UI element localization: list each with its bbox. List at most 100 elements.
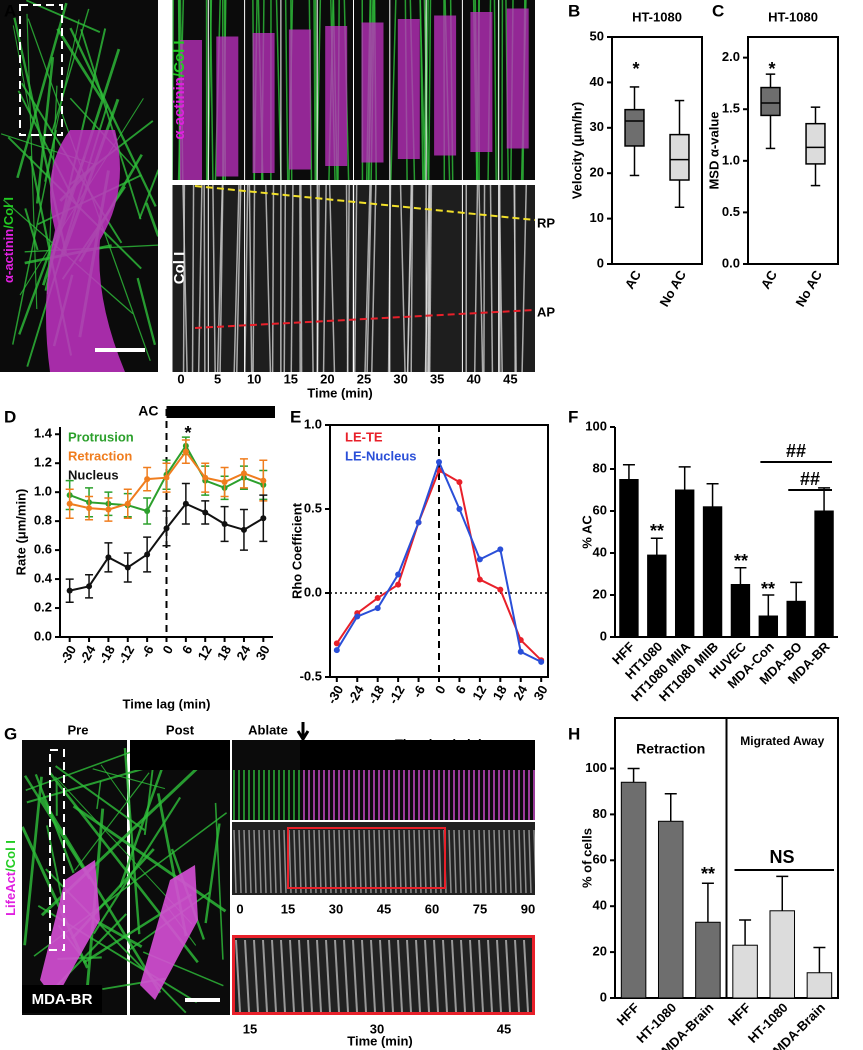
error-bar xyxy=(664,792,677,822)
point xyxy=(374,595,381,602)
time-label: 30 xyxy=(393,371,407,386)
y-tick-label: 0.6 xyxy=(34,542,52,557)
bar xyxy=(702,506,723,638)
fiber xyxy=(24,208,39,251)
time-labels: 0 5 10 15 20 25 30 35 40 45 xyxy=(177,371,517,386)
kymo-strip xyxy=(408,829,412,894)
fiber xyxy=(23,775,91,880)
stain-1: α-actinin xyxy=(1,229,16,283)
point xyxy=(354,613,361,620)
x-tick-label: 18 xyxy=(490,683,510,703)
fiber xyxy=(12,25,31,114)
fiber xyxy=(406,184,412,372)
fiber xyxy=(203,184,206,372)
fiber xyxy=(390,0,397,181)
point xyxy=(538,658,545,665)
kymo-strip xyxy=(383,829,387,894)
kymo-strip xyxy=(493,829,497,894)
cell-label: MDA-BR xyxy=(32,991,93,1008)
annotation: * xyxy=(768,59,775,79)
y-tick-label: 0.0 xyxy=(34,628,52,643)
fiber xyxy=(473,184,479,372)
kymo-strip xyxy=(528,829,532,894)
y-tick-label: 60 xyxy=(593,852,607,867)
kymo-strip xyxy=(468,829,472,894)
point xyxy=(333,640,340,647)
pre-label: Pre xyxy=(68,722,89,737)
fiber xyxy=(143,765,155,836)
kymo-strip xyxy=(503,829,507,894)
fiber xyxy=(498,184,503,372)
kymo-strip xyxy=(473,829,477,894)
x-tick-label: -30 xyxy=(57,643,79,667)
error-bar xyxy=(622,464,635,480)
fiber xyxy=(177,0,181,181)
kymo-strip xyxy=(323,829,327,894)
kymo-strip xyxy=(418,829,422,894)
fiber xyxy=(214,802,224,960)
y-tick-label: 20 xyxy=(593,586,607,601)
annotation: NS xyxy=(769,847,794,867)
ablate-label: Ablate xyxy=(248,722,288,737)
point xyxy=(202,474,209,481)
kymo-strip xyxy=(403,829,407,894)
channel-label: Col I xyxy=(171,252,188,285)
stain-2: /Col I xyxy=(3,840,18,872)
bar xyxy=(769,910,796,999)
y-tick-label: 1.4 xyxy=(34,426,53,441)
kymo-strip xyxy=(262,939,268,1013)
kymo-strip xyxy=(363,829,367,894)
time-label: 5 xyxy=(214,371,221,386)
kymo-strip xyxy=(238,829,242,894)
kymo-strip xyxy=(448,829,452,894)
panel-letter: F xyxy=(568,407,578,426)
point xyxy=(163,474,170,481)
fiber xyxy=(521,184,528,372)
fiber xyxy=(145,202,158,237)
error-bar xyxy=(701,882,714,923)
kymo-strip xyxy=(263,829,267,894)
annotation: * xyxy=(184,423,191,443)
cell-frame xyxy=(470,12,493,152)
point xyxy=(66,587,73,594)
fiber xyxy=(366,184,372,372)
y-tick-label: 1.0 xyxy=(722,152,740,167)
kymo-strip xyxy=(338,829,342,894)
stain-2: /Col I xyxy=(1,197,16,229)
error-bar xyxy=(813,946,826,973)
error-bar xyxy=(776,875,789,911)
box xyxy=(805,122,826,165)
fiber xyxy=(300,184,303,372)
fiber xyxy=(197,184,203,372)
point xyxy=(144,551,151,558)
kymo-strip xyxy=(244,939,250,1013)
y-tick-label: 40 xyxy=(593,544,607,559)
x-tick-label: -12 xyxy=(385,683,407,707)
panel-letter: E xyxy=(290,407,301,426)
fiber xyxy=(399,184,406,372)
time-label: 90 xyxy=(521,901,535,916)
kymo-strip xyxy=(353,829,357,894)
time-label: 60 xyxy=(425,901,439,916)
point xyxy=(105,506,112,513)
y-tick-label: 10 xyxy=(590,210,604,225)
error-bar xyxy=(627,767,640,783)
fiber xyxy=(290,184,294,372)
kymo-strip xyxy=(423,829,427,894)
bar xyxy=(758,615,779,638)
panel-letter: B xyxy=(568,1,580,20)
y-tick-label: 1.5 xyxy=(722,101,740,116)
kymo-strip xyxy=(373,829,377,894)
time-label: 0 xyxy=(177,371,184,386)
kymo-strip xyxy=(378,829,382,894)
y-tick-label: 0.5 xyxy=(722,204,740,219)
x-tick-label: -30 xyxy=(324,683,346,707)
kymo-strip xyxy=(388,939,394,1013)
bar xyxy=(786,600,806,638)
kymo-strip xyxy=(498,829,502,894)
fiber xyxy=(345,184,349,372)
x-axis-label: Time lag (min) xyxy=(123,696,211,711)
bar xyxy=(732,944,758,999)
fiber xyxy=(123,747,141,935)
bar xyxy=(620,781,647,999)
